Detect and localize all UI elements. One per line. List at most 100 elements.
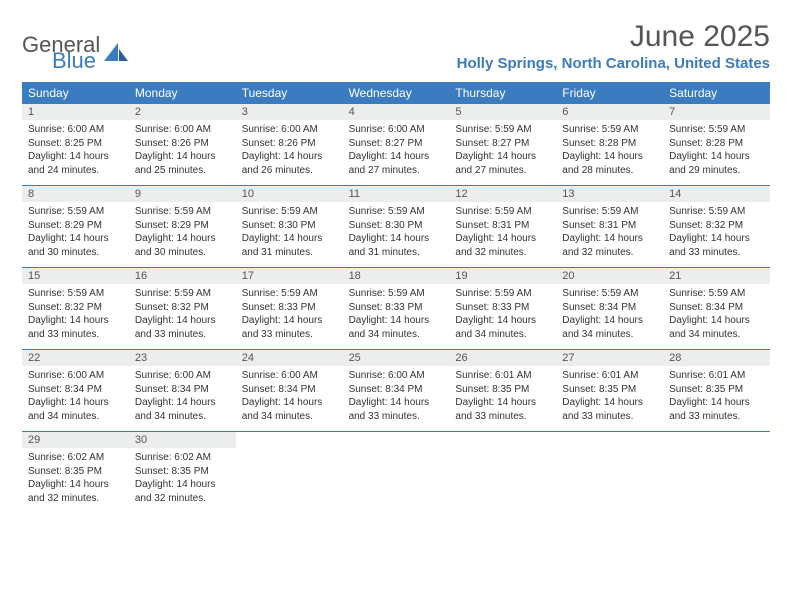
day-cell: 5Sunrise: 5:59 AMSunset: 8:27 PMDaylight… [449, 104, 556, 185]
day-body [236, 436, 343, 447]
sunset-line: Sunset: 8:25 PM [28, 137, 123, 151]
sunrise-line: Sunrise: 5:59 AM [135, 287, 230, 301]
sunrise-line: Sunrise: 5:59 AM [669, 205, 764, 219]
sunrise-line: Sunrise: 5:59 AM [562, 123, 657, 137]
day-cell: 27Sunrise: 6:01 AMSunset: 8:35 PMDayligh… [556, 350, 663, 431]
day-cell: 14Sunrise: 5:59 AMSunset: 8:32 PMDayligh… [663, 186, 770, 267]
sunset-line: Sunset: 8:27 PM [455, 137, 550, 151]
day-number: 2 [129, 104, 236, 120]
sunset-line: Sunset: 8:30 PM [242, 219, 337, 233]
daylight-line: Daylight: 14 hours and 34 minutes. [349, 314, 444, 341]
week-row: 22Sunrise: 6:00 AMSunset: 8:34 PMDayligh… [22, 349, 770, 431]
sunset-line: Sunset: 8:34 PM [349, 383, 444, 397]
title-block: June 2025 Holly Springs, North Carolina,… [457, 20, 770, 72]
day-body: Sunrise: 5:59 AMSunset: 8:27 PMDaylight:… [449, 120, 556, 185]
calendar-page: General Blue June 2025 Holly Springs, No… [0, 0, 792, 513]
sunset-line: Sunset: 8:34 PM [242, 383, 337, 397]
sunrise-line: Sunrise: 5:59 AM [669, 123, 764, 137]
day-cell [663, 432, 770, 513]
daylight-line: Daylight: 14 hours and 30 minutes. [28, 232, 123, 259]
sunset-line: Sunset: 8:35 PM [28, 465, 123, 479]
page-header: General Blue June 2025 Holly Springs, No… [22, 20, 770, 72]
weekday-header: Monday [129, 82, 236, 104]
day-cell: 23Sunrise: 6:00 AMSunset: 8:34 PMDayligh… [129, 350, 236, 431]
week-row: 1 Sunrise: 6:00 AM Sunset: 8:25 PM Daylight… [22, 104, 770, 185]
day-number: 20 [556, 268, 663, 284]
day-cell: 1Sunrise: 6:00 AMSunset: 8:25 PMDaylight… [22, 104, 129, 185]
sunrise-line: Sunrise: 6:01 AM [455, 369, 550, 383]
day-number: 6 [556, 104, 663, 120]
day-cell [449, 432, 556, 513]
day-body: Sunrise: 6:00 AMSunset: 8:34 PMDaylight:… [22, 366, 129, 431]
sunrise-line: Sunrise: 5:59 AM [349, 287, 444, 301]
sunset-line: Sunset: 8:31 PM [455, 219, 550, 233]
day-number: 9 [129, 186, 236, 202]
day-number: 18 [343, 268, 450, 284]
sunrise-line: Sunrise: 6:02 AM [28, 451, 123, 465]
day-body: Sunrise: 6:00 AMSunset: 8:26 PMDaylight:… [236, 120, 343, 185]
sunrise-line: Sunrise: 6:00 AM [135, 123, 230, 137]
sunset-line: Sunset: 8:26 PM [242, 137, 337, 151]
day-cell: 22Sunrise: 6:00 AMSunset: 8:34 PMDayligh… [22, 350, 129, 431]
sunset-line: Sunset: 8:27 PM [349, 137, 444, 151]
sunrise-line: Sunrise: 6:01 AM [669, 369, 764, 383]
title-month: June 2025 [457, 20, 770, 53]
calendar-grid: Sunday Monday Tuesday Wednesday Thursday… [22, 82, 770, 513]
day-number: 1 [22, 104, 129, 120]
daylight-line: Daylight: 14 hours and 34 minutes. [562, 314, 657, 341]
daylight-line: Daylight: 14 hours and 30 minutes. [135, 232, 230, 259]
logo-sail-icon [104, 43, 130, 63]
weekday-header: Sunday [22, 82, 129, 104]
day-body: Sunrise: 5:59 AMSunset: 8:31 PMDaylight:… [556, 202, 663, 267]
day-cell [343, 432, 450, 513]
daylight-line: Daylight: 14 hours and 26 minutes. [242, 150, 337, 177]
day-number: 24 [236, 350, 343, 366]
logo-word-blue: Blue [52, 50, 100, 72]
day-cell: 30Sunrise: 6:02 AMSunset: 8:35 PMDayligh… [129, 432, 236, 513]
day-number: 21 [663, 268, 770, 284]
day-body: Sunrise: 5:59 AMSunset: 8:32 PMDaylight:… [129, 284, 236, 349]
sunrise-line: Sunrise: 5:59 AM [28, 205, 123, 219]
day-number: 23 [129, 350, 236, 366]
day-cell: 15Sunrise: 5:59 AMSunset: 8:32 PMDayligh… [22, 268, 129, 349]
day-number: 30 [129, 432, 236, 448]
day-number: 26 [449, 350, 556, 366]
day-cell: 26Sunrise: 6:01 AMSunset: 8:35 PMDayligh… [449, 350, 556, 431]
daylight-line: Daylight: 14 hours and 32 minutes. [135, 478, 230, 505]
sunset-line: Sunset: 8:32 PM [28, 301, 123, 315]
sunrise-line: Sunrise: 5:59 AM [135, 205, 230, 219]
day-cell: 7Sunrise: 5:59 AMSunset: 8:28 PMDaylight… [663, 104, 770, 185]
sunset-line: Sunset: 8:29 PM [28, 219, 123, 233]
day-cell: 10Sunrise: 5:59 AMSunset: 8:30 PMDayligh… [236, 186, 343, 267]
sunrise-line: Sunrise: 6:00 AM [135, 369, 230, 383]
sunset-line: Sunset: 8:29 PM [135, 219, 230, 233]
sunset-line: Sunset: 8:35 PM [135, 465, 230, 479]
day-body: Sunrise: 6:00 AMSunset: 8:26 PMDaylight:… [129, 120, 236, 185]
day-number: 29 [22, 432, 129, 448]
day-body: Sunrise: 5:59 AMSunset: 8:33 PMDaylight:… [343, 284, 450, 349]
daylight-line: Daylight: 14 hours and 33 minutes. [669, 396, 764, 423]
day-number: 25 [343, 350, 450, 366]
week-row: 15Sunrise: 5:59 AMSunset: 8:32 PMDayligh… [22, 267, 770, 349]
daylight-line: Daylight: 14 hours and 34 minutes. [669, 314, 764, 341]
day-cell: 13Sunrise: 5:59 AMSunset: 8:31 PMDayligh… [556, 186, 663, 267]
daylight-line: Daylight: 14 hours and 33 minutes. [669, 232, 764, 259]
day-cell: 8Sunrise: 5:59 AMSunset: 8:29 PMDaylight… [22, 186, 129, 267]
sunrise-line: Sunrise: 6:00 AM [242, 123, 337, 137]
day-cell: 16Sunrise: 5:59 AMSunset: 8:32 PMDayligh… [129, 268, 236, 349]
sunrise-line: Sunrise: 5:59 AM [242, 205, 337, 219]
daylight-line: Daylight: 14 hours and 34 minutes. [455, 314, 550, 341]
sunset-line: Sunset: 8:28 PM [562, 137, 657, 151]
sunset-line: Sunset: 8:33 PM [455, 301, 550, 315]
weekday-header: Thursday [449, 82, 556, 104]
day-body: Sunrise: 5:59 AMSunset: 8:34 PMDaylight:… [556, 284, 663, 349]
sunset-line: Sunset: 8:33 PM [349, 301, 444, 315]
day-number: 3 [236, 104, 343, 120]
sunset-line: Sunset: 8:34 PM [562, 301, 657, 315]
daylight-line: Daylight: 14 hours and 33 minutes. [242, 314, 337, 341]
sunset-line: Sunset: 8:32 PM [669, 219, 764, 233]
day-cell: 19Sunrise: 5:59 AMSunset: 8:33 PMDayligh… [449, 268, 556, 349]
daylight-line: Daylight: 14 hours and 33 minutes. [562, 396, 657, 423]
daylight-line: Daylight: 14 hours and 33 minutes. [28, 314, 123, 341]
daylight-line: Daylight: 14 hours and 34 minutes. [28, 396, 123, 423]
